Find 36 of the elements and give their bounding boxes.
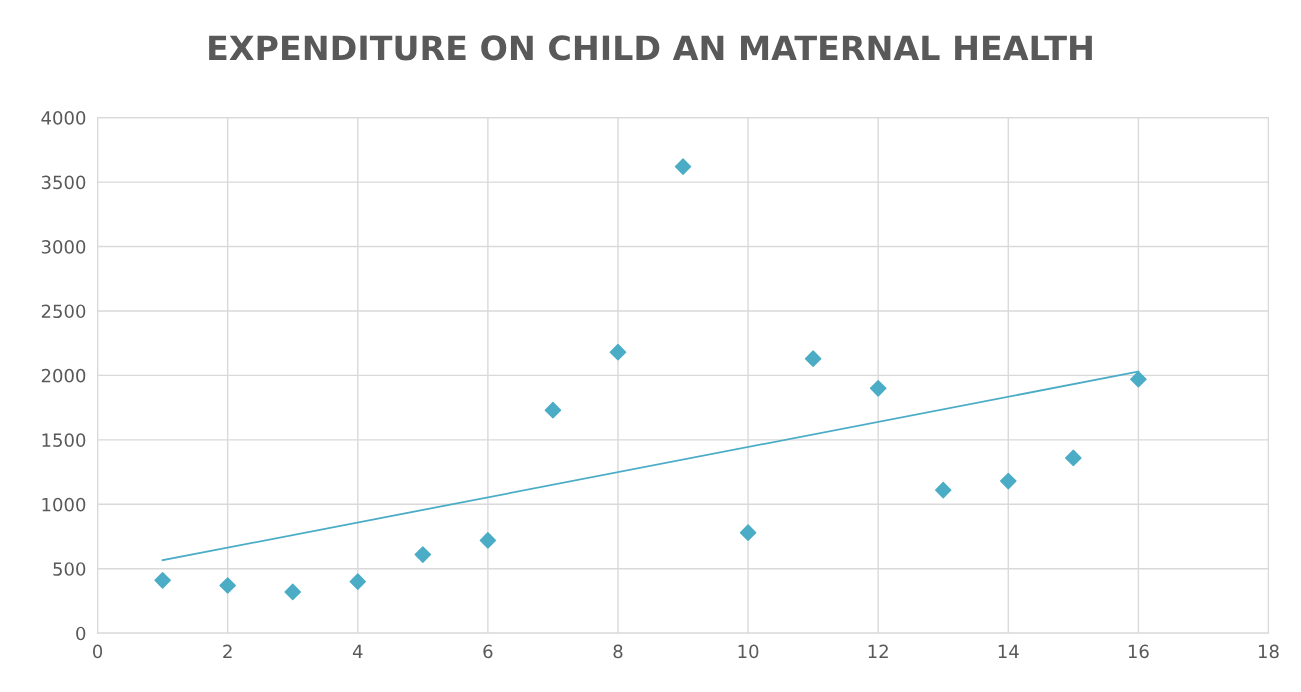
point [804,350,822,367]
point [1130,370,1147,388]
y-tick-label: 3000 [41,239,86,254]
x-tick-label: 16 [1128,644,1149,659]
point [739,524,757,541]
y-tick-label: 500 [53,562,86,576]
point [414,546,432,563]
point [349,573,367,590]
x-tick-label: 18 [1258,644,1279,659]
point [284,583,302,601]
point [544,401,562,419]
point [479,532,497,549]
x-tick-label: 4 [352,644,363,659]
point [609,343,627,361]
x-tick-label: 12 [868,644,888,659]
point [869,379,887,397]
y-tick-label: 1000 [42,497,86,512]
point [674,158,692,175]
y-tick-label: 0 [76,626,86,641]
y-tick-label: 2000 [41,368,86,383]
y-tick-label: 2500 [41,304,86,319]
x-tick-label: 0 [93,644,103,659]
point [999,472,1017,490]
x-tick-label: 6 [483,644,493,659]
x-tick-label: 2 [223,644,232,659]
x-tick-label: 14 [998,644,1019,659]
point [1065,449,1082,467]
y-tick-label: 4000 [41,111,86,125]
y-tick-label: 3500 [41,175,86,190]
point [219,577,236,594]
point [154,572,171,589]
chart-title: EXPENDITURE ON CHILD AN MATERNAL HEALTH [209,35,1092,61]
x-tick-label: 8 [613,644,623,659]
x-tick-label: 10 [738,644,759,659]
y-tick-label: 1500 [42,433,86,447]
point [934,481,952,499]
